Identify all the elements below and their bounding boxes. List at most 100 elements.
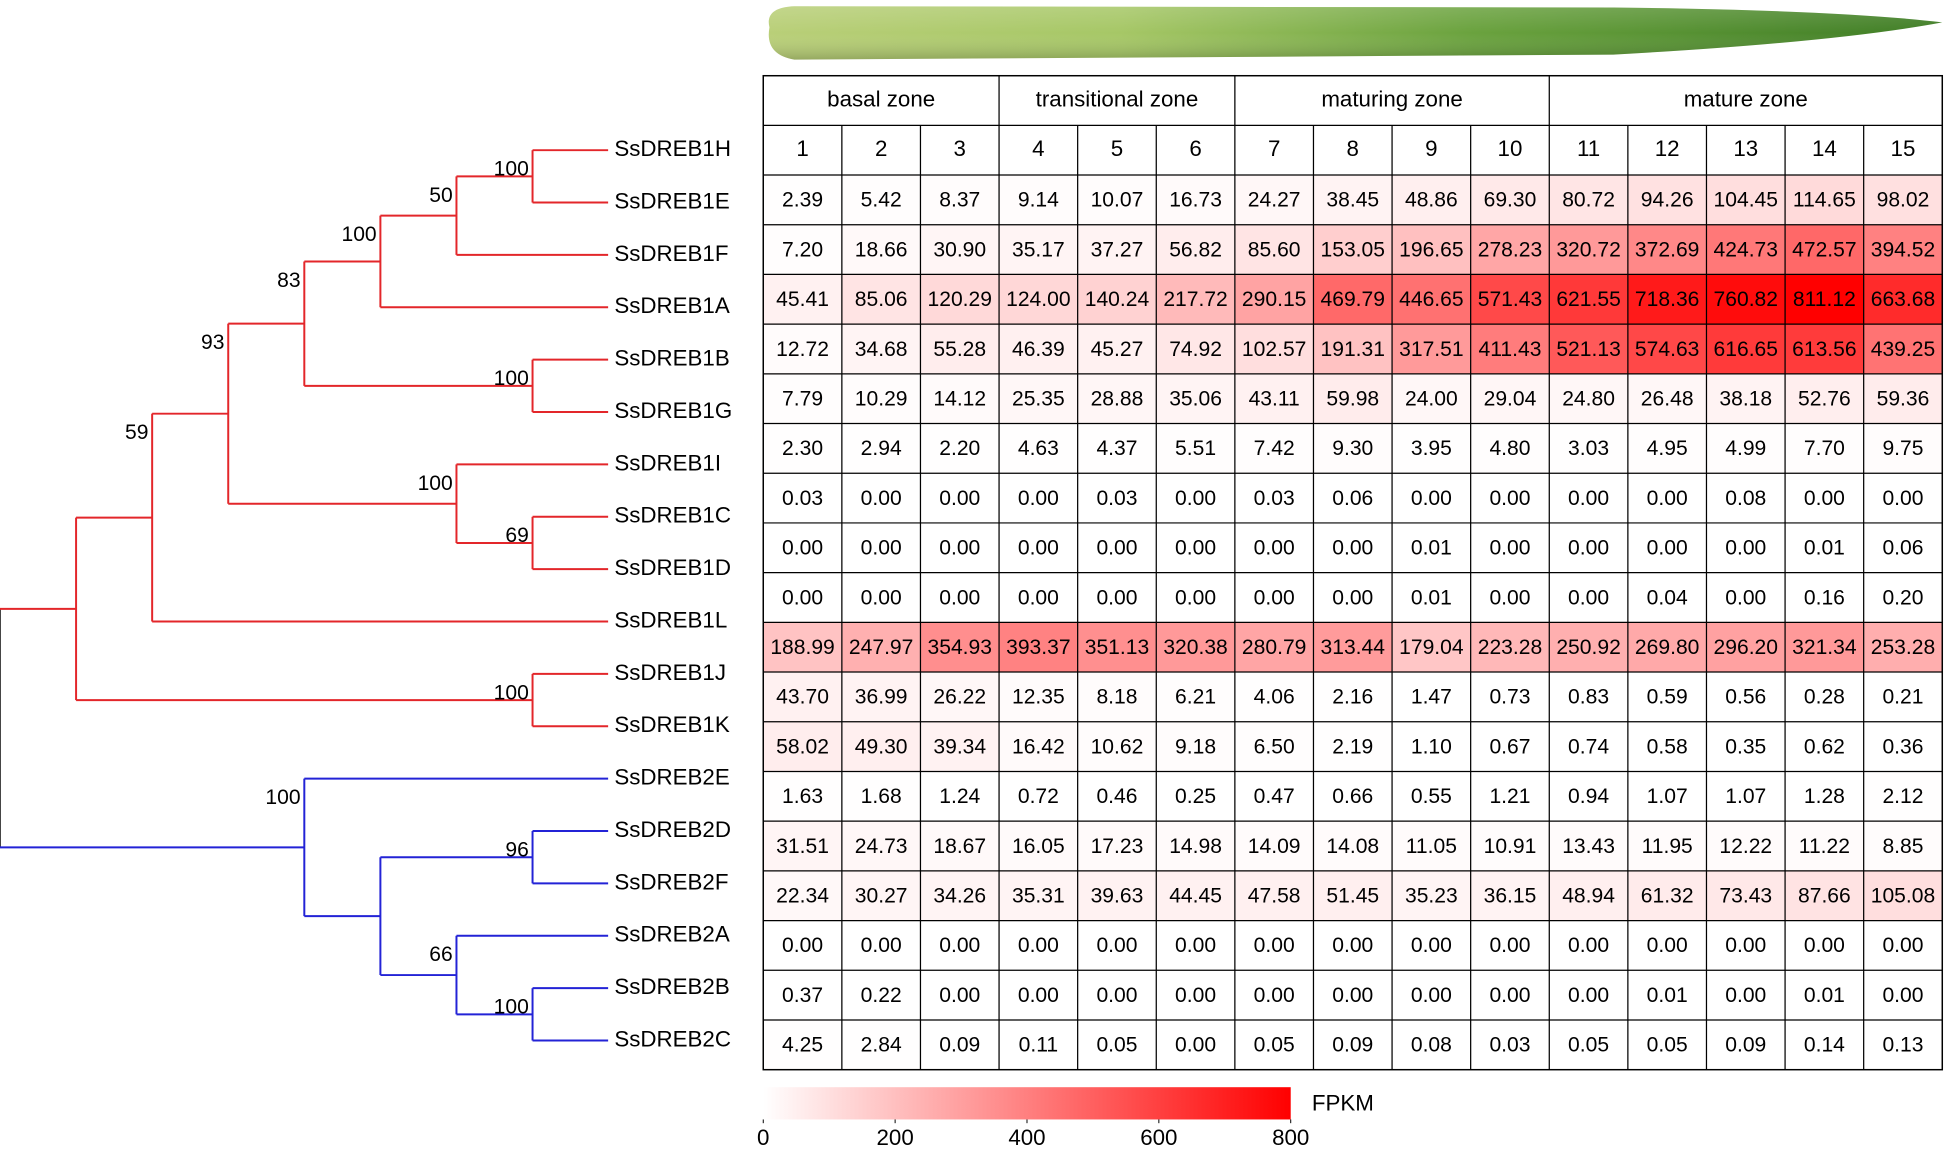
cell-label: 2.30 xyxy=(782,437,823,460)
heat-cell xyxy=(1234,224,1314,275)
cell-label: 0.00 xyxy=(1175,537,1216,560)
column-label: 15 xyxy=(1891,136,1916,161)
cell-label: 0.00 xyxy=(1647,934,1688,957)
cell-label: 0.67 xyxy=(1489,735,1530,758)
cell-label: 9.14 xyxy=(1018,189,1059,212)
heat-cell xyxy=(1156,622,1235,673)
heat-cell xyxy=(1863,175,1943,225)
heat-cell xyxy=(1156,721,1235,772)
cell-label: 11.05 xyxy=(1406,835,1457,858)
cell-label: 0.73 xyxy=(1489,686,1530,709)
heat-cell xyxy=(1313,1019,1393,1070)
cell-label: 223.28 xyxy=(1478,636,1542,659)
leaf-label: SsDREB2E xyxy=(614,765,729,790)
heat-cell xyxy=(1234,920,1314,971)
colorbar-tick-label: 400 xyxy=(1008,1125,1045,1150)
cell-label: 278.23 xyxy=(1478,238,1542,261)
heat-cell xyxy=(1627,224,1707,275)
cell-label: 12.72 xyxy=(776,338,829,361)
support-value: 93 xyxy=(201,331,224,354)
cell-label: 0.08 xyxy=(1725,487,1766,510)
heat-cell xyxy=(1313,870,1393,921)
heat-cell xyxy=(1077,572,1157,623)
cell-label: 0.00 xyxy=(1725,934,1766,957)
heat-cell xyxy=(999,1019,1078,1070)
zone-label: basal zone xyxy=(827,86,935,111)
heat-cell xyxy=(1077,870,1157,921)
cell-label: 22.34 xyxy=(776,885,829,908)
cell-label: 25.35 xyxy=(1012,387,1065,410)
cell-label: 0.00 xyxy=(939,487,980,510)
cell-label: 351.13 xyxy=(1085,636,1149,659)
cell-label: 571.43 xyxy=(1478,288,1542,311)
cell-label: 0.22 xyxy=(861,984,902,1007)
cell-label: 46.39 xyxy=(1012,338,1065,361)
column-label: 9 xyxy=(1425,136,1437,161)
cell-label: 313.44 xyxy=(1321,636,1386,659)
heat-cell xyxy=(920,324,1000,374)
cell-label: 1.28 xyxy=(1804,785,1845,808)
column-label: 10 xyxy=(1498,136,1523,161)
heat-cell xyxy=(1313,970,1393,1020)
leaf-label: SsDREB2A xyxy=(614,922,730,947)
cell-label: 4.25 xyxy=(782,1034,823,1057)
cell-label: 140.24 xyxy=(1085,288,1150,311)
heat-cell xyxy=(1863,870,1943,921)
colorbar-tick-label: 0 xyxy=(757,1125,769,1150)
support-value: 100 xyxy=(494,367,529,390)
cell-label: 0.00 xyxy=(939,984,980,1007)
cell-label: 124.00 xyxy=(1006,288,1070,311)
heat-cell xyxy=(1706,224,1786,275)
cell-label: 321.34 xyxy=(1792,636,1857,659)
cell-label: 269.80 xyxy=(1635,636,1699,659)
heat-cell xyxy=(1313,771,1393,822)
leaf-label: SsDREB1K xyxy=(614,712,730,737)
heat-cell xyxy=(1549,970,1628,1020)
cell-label: 0.05 xyxy=(1568,1034,1609,1057)
cell-label: 0.00 xyxy=(1175,934,1216,957)
cell-label: 38.18 xyxy=(1719,387,1772,410)
heat-cell xyxy=(1234,970,1314,1020)
cell-label: 1.63 xyxy=(782,785,823,808)
cell-label: 0.00 xyxy=(1018,586,1059,609)
cell-label: 0.09 xyxy=(1332,1034,1373,1057)
support-value: 100 xyxy=(494,996,529,1019)
cell-label: 14.08 xyxy=(1326,835,1379,858)
cell-label: 48.94 xyxy=(1562,885,1615,908)
cell-label: 0.56 xyxy=(1725,686,1766,709)
heat-cell xyxy=(1077,324,1157,374)
heat-cell xyxy=(920,522,1000,573)
heat-cell xyxy=(763,1019,842,1070)
heat-cell xyxy=(1549,920,1628,971)
heat-cell xyxy=(1863,821,1943,871)
heat-cell xyxy=(1785,572,1864,623)
cell-label: 0.00 xyxy=(1725,984,1766,1007)
heat-cell xyxy=(1785,920,1864,971)
heat-cell xyxy=(1470,324,1550,374)
heat-cell xyxy=(1077,274,1157,325)
heat-cell xyxy=(841,175,921,225)
cell-label: 2.12 xyxy=(1882,785,1923,808)
cell-label: 98.02 xyxy=(1877,189,1930,212)
cell-label: 0.20 xyxy=(1882,586,1923,609)
heat-cell xyxy=(1785,373,1864,424)
leaf-label: SsDREB2C xyxy=(614,1026,731,1051)
heat-cell xyxy=(841,1019,921,1070)
heat-cell xyxy=(1627,622,1707,673)
cell-label: 0.00 xyxy=(1332,984,1373,1007)
leaf-label: SsDREB2F xyxy=(614,869,728,894)
cell-label: 10.91 xyxy=(1484,835,1537,858)
colorbar-tick-label: 200 xyxy=(876,1125,913,1150)
heat-cell xyxy=(1470,473,1550,523)
heat-cell xyxy=(1785,423,1864,474)
leaf-label: SsDREB1H xyxy=(614,136,731,161)
heat-cell xyxy=(1470,1019,1550,1070)
cell-label: 621.55 xyxy=(1556,288,1620,311)
heat-cell xyxy=(841,672,921,722)
heat-cell xyxy=(999,324,1078,374)
heat-cell xyxy=(763,175,842,225)
heat-cell xyxy=(841,920,921,971)
cell-label: 250.92 xyxy=(1556,636,1620,659)
column-label: 11 xyxy=(1577,136,1600,161)
heat-cell xyxy=(1706,423,1786,474)
